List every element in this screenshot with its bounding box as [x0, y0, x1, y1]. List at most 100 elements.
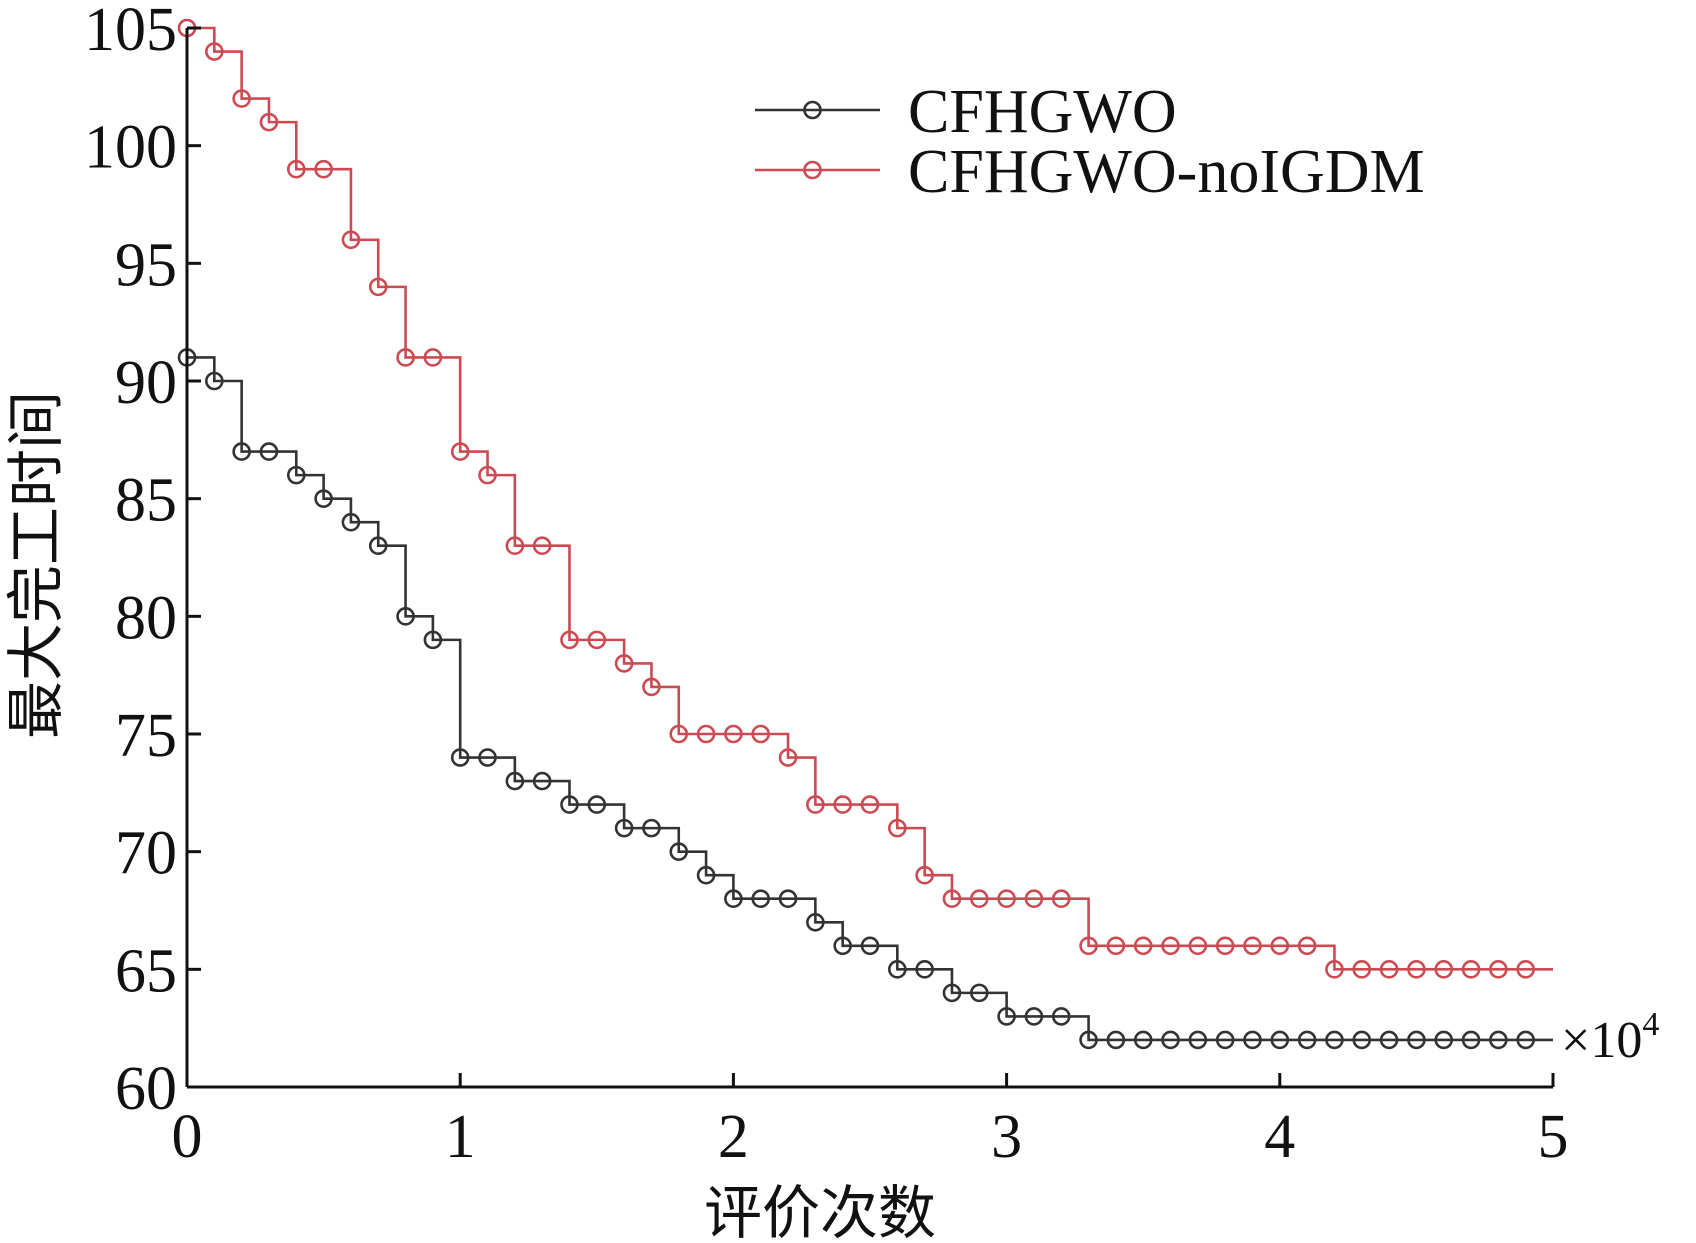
series-point: [1461, 1030, 1481, 1050]
series-point: [614, 818, 634, 838]
series-point: [286, 159, 306, 179]
x-multiplier-exp: 4: [1642, 1006, 1659, 1043]
series-point: [1407, 1030, 1426, 1050]
series-point: [368, 536, 388, 556]
x-tick-label: 0: [172, 1103, 203, 1171]
series-point: [669, 724, 689, 744]
series-point: [1434, 960, 1454, 979]
series-point: [751, 724, 771, 744]
x-tick-label: 5: [1538, 1103, 1569, 1171]
series-point: [205, 42, 224, 61]
series-point: [1297, 1030, 1317, 1050]
series-point: [1352, 1030, 1372, 1050]
y-tick-label: 75: [115, 702, 177, 770]
series-point: [1379, 1030, 1399, 1050]
series-layer: [177, 18, 1553, 1050]
series-point: [942, 983, 962, 1003]
series-point: [478, 748, 497, 767]
legend-entry: CFHGWO: [755, 78, 1177, 146]
series-point: [1024, 1007, 1044, 1026]
series-point: [724, 889, 743, 909]
series-point: [1270, 936, 1290, 956]
y-tick-label: 60: [115, 1055, 177, 1123]
series-point: [532, 771, 552, 791]
y-tick-label: 70: [115, 820, 177, 888]
series-point: [1352, 960, 1372, 979]
series-point: [915, 865, 934, 885]
series-point: [669, 842, 689, 861]
series-point: [778, 748, 798, 767]
series-point: [997, 1007, 1016, 1026]
series-point: [478, 465, 497, 485]
series-point: [806, 795, 825, 814]
axes: 0 1 2 3 4 56065707580859095100105×104评价次数最大完工…: [4, 0, 1659, 1243]
series-point: [888, 960, 907, 979]
series-point: [232, 89, 251, 108]
series-point: [860, 795, 880, 814]
series-point: [505, 536, 525, 556]
series-point: [751, 889, 771, 909]
series-point: [1051, 889, 1071, 909]
series-point: [450, 748, 470, 767]
x-tick-label: 3: [991, 1103, 1022, 1171]
series-point: [1325, 960, 1344, 979]
series-point: [969, 889, 989, 909]
series-point: [696, 724, 716, 744]
series-point: [232, 442, 251, 461]
series-point: [696, 865, 716, 885]
y-tick-label: 65: [115, 937, 177, 1005]
series-point: [396, 607, 415, 626]
series-point: [1133, 936, 1153, 956]
series-point: [642, 677, 661, 697]
y-tick-label: 85: [115, 467, 177, 535]
series-point: [560, 630, 579, 650]
series-line: [187, 356, 1553, 1042]
series-point: [1243, 936, 1262, 956]
x-tick-label: 2: [718, 1103, 749, 1171]
series-point: [1270, 1030, 1290, 1050]
series-point: [997, 889, 1016, 909]
series-point: [1461, 960, 1481, 979]
series-point: [942, 889, 962, 909]
series-point: [1079, 1030, 1098, 1050]
series-point: [833, 795, 852, 814]
legend-label: CFHGWO: [908, 78, 1177, 146]
series-point: [860, 936, 880, 956]
series-point: [1161, 936, 1180, 956]
series-point: [259, 442, 279, 461]
series-point: [259, 112, 279, 132]
series-point: [806, 912, 825, 932]
legend-label: CFHGWO-noIGDM: [908, 138, 1425, 206]
series-point: [888, 818, 907, 838]
series-point: [1434, 1030, 1454, 1050]
series-point: [1106, 1030, 1126, 1050]
series-0: [177, 348, 1553, 1050]
series-point: [423, 348, 443, 367]
series-line: [187, 26, 1553, 971]
y-tick-label: 105: [84, 0, 177, 64]
series-point: [1243, 1030, 1262, 1050]
series-point: [587, 795, 607, 814]
series-point: [969, 983, 989, 1003]
series-1: [177, 18, 1553, 979]
series-point: [314, 489, 333, 508]
series-point: [1051, 1007, 1071, 1026]
series-point: [778, 889, 798, 909]
series-point: [1188, 1030, 1208, 1050]
series-point: [1516, 960, 1535, 979]
series-point: [1297, 936, 1317, 956]
series-point: [423, 630, 443, 650]
series-point: [286, 465, 306, 485]
series-point: [1215, 1030, 1235, 1050]
series-point: [1079, 936, 1098, 956]
x-multiplier-base: ×10: [1561, 1012, 1642, 1069]
series-point: [1215, 936, 1235, 956]
x-tick-label: 1: [445, 1103, 476, 1171]
series-point: [1106, 936, 1126, 956]
y-tick-label: 90: [115, 349, 177, 417]
series-point: [587, 630, 607, 650]
series-point: [833, 936, 852, 956]
x-axis-label: 评价次数: [704, 1181, 936, 1243]
series-point: [1379, 960, 1399, 979]
